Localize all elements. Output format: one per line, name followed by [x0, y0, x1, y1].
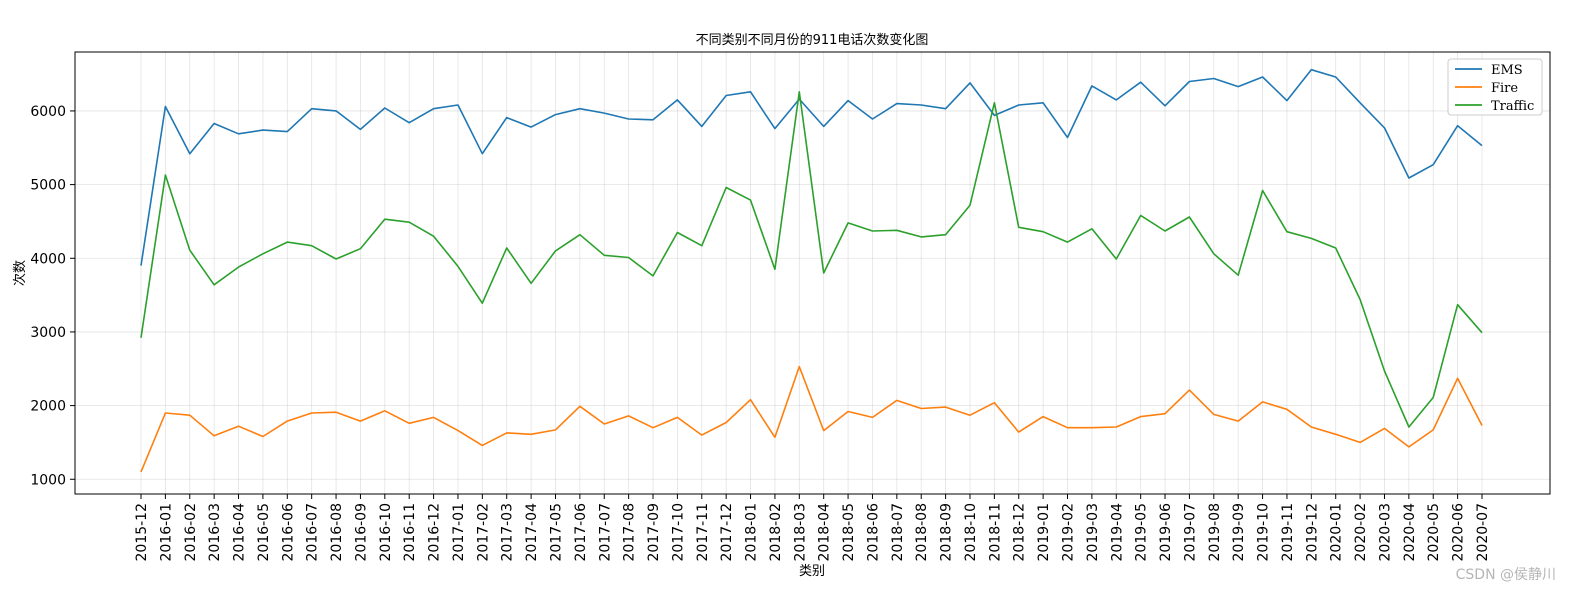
x-tick-label: 2017-06 [573, 503, 589, 562]
x-tick-label: 2020-07 [1475, 503, 1491, 562]
x-tick-label: 2018-07 [890, 503, 906, 562]
x-tick-label: 2018-03 [792, 503, 808, 562]
x-tick-label: 2017-01 [451, 503, 467, 562]
x-tick-label: 2018-09 [939, 503, 955, 562]
x-tick-label: 2018-01 [744, 503, 760, 562]
x-tick-label: 2016-02 [183, 503, 199, 562]
x-tick-label: 2016-08 [329, 503, 345, 562]
y-axis-label: 次数 [12, 260, 28, 286]
x-tick-label: 2019-11 [1280, 503, 1296, 562]
x-tick-label: 2015-12 [134, 503, 150, 562]
chart-title: 不同类别不同月份的911电话次数变化图 [696, 32, 929, 48]
series-line-traffic [140, 91, 1483, 428]
x-tick-label: 2020-05 [1426, 503, 1442, 562]
x-tick-label: 2019-08 [1207, 503, 1223, 562]
series-line-fire [140, 365, 1483, 473]
x-tick-label: 2016-12 [427, 503, 443, 562]
watermark: CSDN @侯静川 [1455, 567, 1556, 583]
legend-box [1447, 58, 1543, 116]
legend-label-traffic: Traffic [1491, 99, 1534, 114]
x-tick-label: 2019-09 [1231, 503, 1247, 562]
x-tick-label: 2018-05 [841, 503, 857, 562]
x-tick-label: 2019-03 [1085, 503, 1101, 562]
series-lines [140, 68, 1483, 473]
x-tick-label: 2017-02 [475, 503, 491, 562]
x-tick-label: 2016-06 [280, 503, 296, 562]
y-tick-label: 5000 [30, 178, 66, 194]
x-tick-label: 2019-01 [1036, 503, 1052, 562]
x-tick-label: 2017-08 [622, 503, 638, 562]
x-tick-label: 2017-05 [548, 503, 564, 562]
y-tick-label: 1000 [30, 472, 66, 488]
x-tick-label: 2016-03 [207, 503, 223, 562]
x-tick-label: 2017-10 [670, 503, 686, 562]
x-tick-label: 2016-04 [232, 503, 248, 562]
legend-label-ems: EMS [1491, 63, 1523, 78]
x-axis-label: 类别 [799, 564, 825, 579]
x-tick-label: 2020-01 [1329, 503, 1345, 562]
x-axis: 2015-12 2016-01 2016-02 2016-03 2016-04 2016-… [134, 494, 1491, 562]
x-tick-label: 2019-04 [1109, 503, 1125, 562]
x-tick-label: 2016-09 [353, 503, 369, 562]
grid-lines [75, 52, 1550, 494]
x-tick-label: 2018-06 [865, 503, 881, 562]
x-tick-label: 2016-07 [305, 503, 321, 562]
x-tick-label: 2017-04 [524, 503, 540, 562]
y-tick-label: 6000 [30, 104, 66, 120]
x-tick-label: 2020-06 [1451, 503, 1467, 562]
x-tick-label: 2019-10 [1256, 503, 1272, 562]
x-tick-label: 2017-11 [695, 503, 711, 562]
x-tick-label: 2018-11 [987, 503, 1003, 562]
x-tick-label: 2020-04 [1402, 503, 1418, 562]
x-tick-label: 2016-10 [378, 503, 394, 562]
x-tick-label: 2018-08 [914, 503, 930, 562]
x-tick-label: 2019-06 [1158, 503, 1174, 562]
x-tick-label: 2018-12 [1012, 503, 1028, 562]
x-tick-label: 2019-05 [1134, 503, 1150, 562]
x-tick-label: 2017-03 [500, 503, 516, 562]
x-tick-label: 2019-07 [1182, 503, 1198, 562]
x-tick-label: 2018-02 [768, 503, 784, 562]
legend: EMS Fire Traffic [1447, 58, 1543, 116]
x-tick-label: 2016-11 [402, 503, 418, 562]
y-tick-label: 2000 [30, 399, 66, 415]
series-line-ems [140, 68, 1483, 266]
legend-label-fire: Fire [1491, 81, 1518, 96]
x-tick-label: 2017-07 [597, 503, 613, 562]
y-tick-label: 3000 [30, 325, 66, 341]
x-tick-label: 2018-10 [963, 503, 979, 562]
plot-frame [74, 51, 1551, 495]
x-tick-label: 2018-04 [817, 503, 833, 562]
x-tick-label: 2016-05 [256, 503, 272, 562]
y-axis: 1000 2000 3000 4000 5000 6000 [30, 104, 75, 488]
x-tick-label: 2019-12 [1304, 503, 1320, 562]
x-tick-label: 2020-03 [1377, 503, 1393, 562]
x-tick-label: 2019-02 [1061, 503, 1077, 562]
x-tick-label: 2016-01 [158, 503, 174, 562]
x-tick-label: 2020-02 [1353, 503, 1369, 562]
x-tick-label: 2017-09 [646, 503, 662, 562]
x-tick-label: 2017-12 [719, 503, 735, 562]
y-tick-label: 4000 [30, 251, 66, 267]
